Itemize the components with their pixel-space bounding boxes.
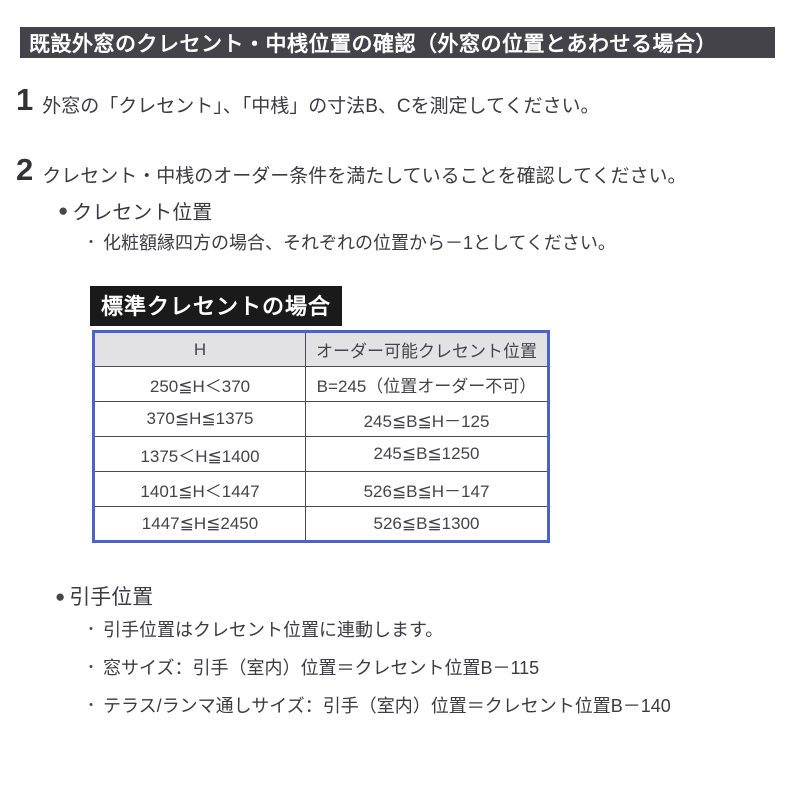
dot-bullet-icon: ・ <box>84 659 98 675</box>
step-2-text: クレセント・中桟のオーダー条件を満たしていることを確認してください。 <box>42 166 687 187</box>
step-1: 1 外窓の「クレセント」、「中桟」の寸法B、Cを測定してください。 <box>16 84 600 118</box>
table-row: 1375＜H≦1400 245≦B≦1250 <box>93 436 549 472</box>
table-cell-h-range: 1375＜H≦1400 <box>93 436 306 472</box>
table-cell-position: B=245（位置オーダー不可） <box>305 366 549 402</box>
round-bullet-icon: ● <box>58 201 69 220</box>
crescent-position-heading-text: クレセント位置 <box>72 202 213 224</box>
step-1-number: 1 <box>16 82 34 117</box>
handle-position-note: ・ テラス/ランマ通しサイズ：引手（室内）位置＝クレセント位置B－140 <box>84 692 671 718</box>
table-header-h: H <box>93 331 306 367</box>
step-1-text: 外窓の「クレセント」、「中桟」の寸法B、Cを測定してください。 <box>42 96 600 117</box>
crescent-position-table: H オーダー可能クレセント位置 250≦H＜370 B=245（位置オーダー不可… <box>92 330 550 543</box>
handle-position-note: ・ 窓サイズ：引手（室内）位置＝クレセント位置B－115 <box>84 654 539 680</box>
table-cell-position: 526≦B≦H－147 <box>305 471 549 507</box>
page-title: 既設外窓のクレセント・中桟位置の確認（外窓の位置とあわせる場合） <box>20 27 775 58</box>
table-cell-position: 245≦B≦H－125 <box>305 401 549 437</box>
crescent-position-heading: ● クレセント位置 <box>58 196 212 225</box>
handle-position-note-text: テラス/ランマ通しサイズ：引手（室内）位置＝クレセント位置B－140 <box>103 696 671 716</box>
table-row: 1447≦H≦2450 526≦B≦1300 <box>93 506 549 542</box>
handle-position-heading-text: 引手位置 <box>69 586 154 609</box>
table-row: 1401≦H＜1447 526≦B≦H－147 <box>93 471 549 507</box>
table-cell-position: 245≦B≦1250 <box>305 436 549 472</box>
handle-position-note-text: 窓サイズ：引手（室内）位置＝クレセント位置B－115 <box>103 658 540 678</box>
crescent-position-note: ・ 化粧額縁四方の場合、それぞれの位置から－1としてください。 <box>84 229 616 255</box>
table-row: 250≦H＜370 B=245（位置オーダー不可） <box>93 366 549 402</box>
page-title-text: 既設外窓のクレセント・中桟位置の確認（外窓の位置とあわせる場合） <box>29 32 717 56</box>
crescent-position-table-container: H オーダー可能クレセント位置 250≦H＜370 B=245（位置オーダー不可… <box>92 330 550 543</box>
dot-bullet-icon: ・ <box>84 234 98 250</box>
dot-bullet-icon: ・ <box>84 621 98 637</box>
crescent-position-note-text: 化粧額縁四方の場合、それぞれの位置から－1としてください。 <box>103 233 616 253</box>
table-cell-h-range: 250≦H＜370 <box>93 366 306 402</box>
standard-crescent-heading: 標準クレセントの場合 <box>90 286 343 326</box>
handle-position-note-text: 引手位置はクレセント位置に連動します。 <box>103 620 444 640</box>
table-cell-h-range: 1401≦H＜1447 <box>93 471 306 507</box>
standard-crescent-heading-text: 標準クレセントの場合 <box>101 294 332 319</box>
round-bullet-icon: ● <box>55 586 66 606</box>
handle-position-note: ・ 引手位置はクレセント位置に連動します。 <box>84 616 443 642</box>
handle-position-heading: ● 引手位置 <box>55 581 153 611</box>
table-header-row: H オーダー可能クレセント位置 <box>93 331 549 367</box>
table-row: 370≦H≦1375 245≦B≦H－125 <box>93 401 549 437</box>
table-cell-position: 526≦B≦1300 <box>305 506 549 542</box>
table-header-position: オーダー可能クレセント位置 <box>305 331 549 367</box>
table-cell-h-range: 1447≦H≦2450 <box>93 506 306 542</box>
step-2-number: 2 <box>16 152 34 187</box>
dot-bullet-icon: ・ <box>84 697 98 713</box>
table-cell-h-range: 370≦H≦1375 <box>93 401 306 437</box>
step-2: 2 クレセント・中桟のオーダー条件を満たしていることを確認してください。 <box>16 154 687 188</box>
